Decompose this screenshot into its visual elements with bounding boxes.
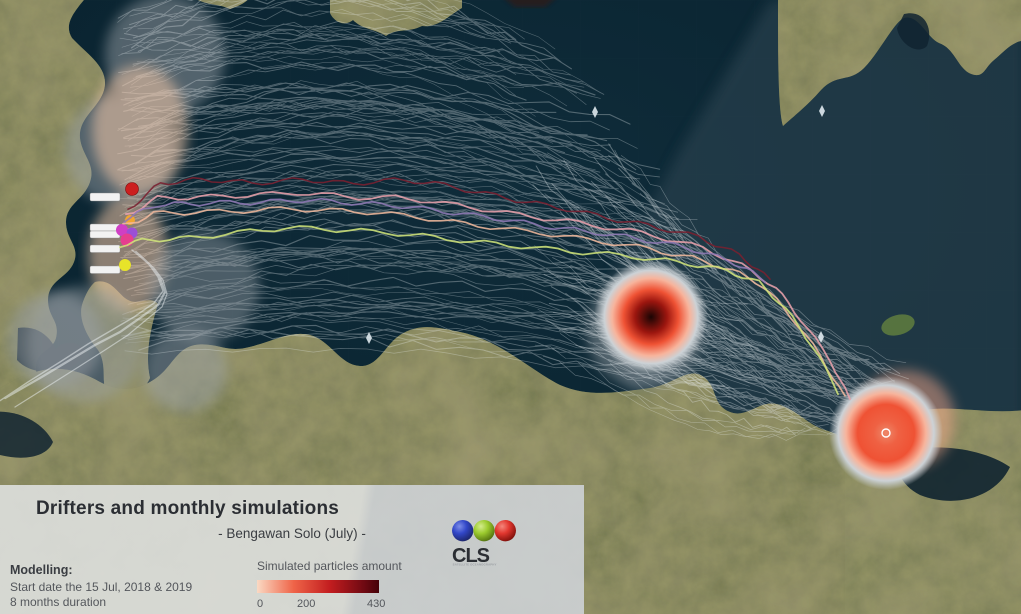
svg-text:SATELLITE OCEANOGRAPHY: SATELLITE OCEANOGRAPHY [453,562,497,566]
